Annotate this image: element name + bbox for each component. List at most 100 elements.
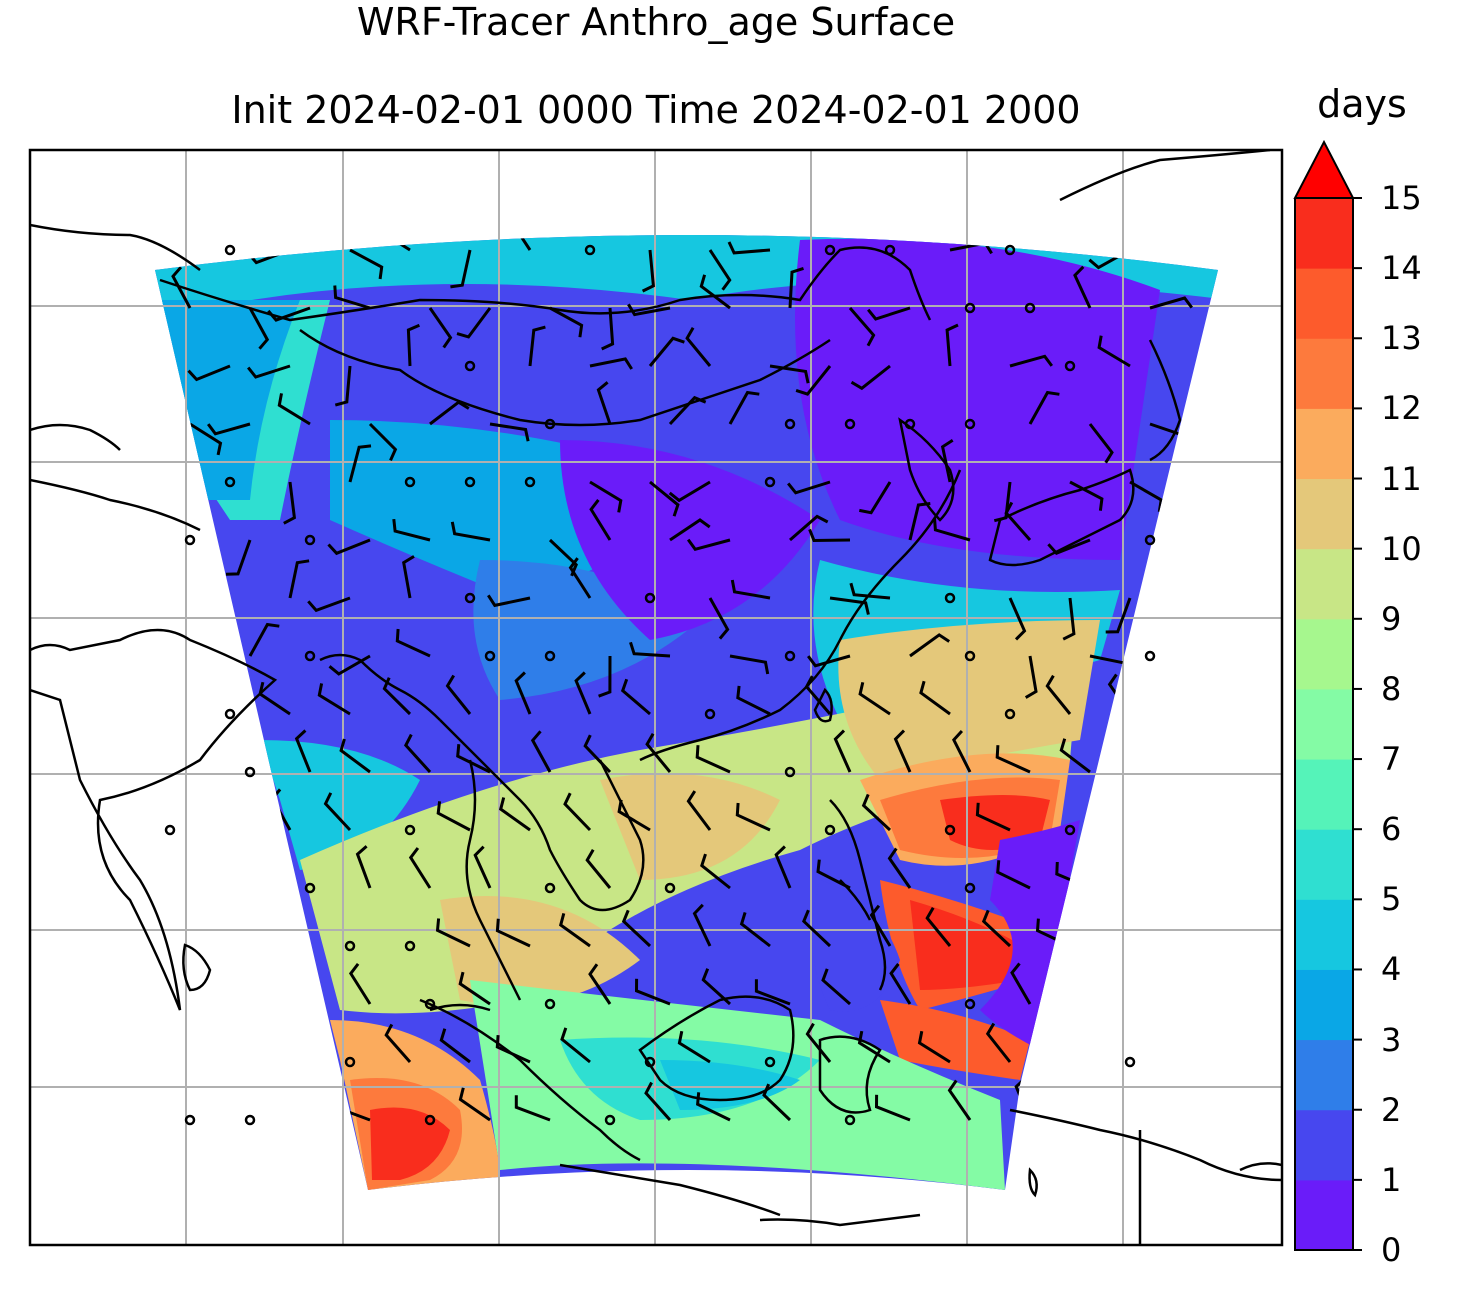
wind-barb xyxy=(307,596,351,613)
colorbar-tick-label: 0 xyxy=(1381,1231,1402,1269)
wind-barb xyxy=(1073,265,1092,309)
wind-barb xyxy=(155,573,171,600)
wind-barb xyxy=(649,480,680,517)
wind-barb xyxy=(1028,390,1060,425)
wind-barb xyxy=(275,976,311,1006)
wind-barb xyxy=(408,847,432,889)
wind-barb xyxy=(258,681,291,716)
calm-marker xyxy=(404,476,416,488)
wind-barb xyxy=(727,241,771,255)
wind-barb xyxy=(857,1030,891,1064)
wind-barb xyxy=(700,853,731,890)
calm-marker xyxy=(304,650,316,662)
wind-barb xyxy=(887,847,912,889)
wind-barb xyxy=(858,681,891,716)
wind-barb xyxy=(736,685,771,716)
wind-barb xyxy=(598,655,612,698)
wind-barb xyxy=(439,1028,471,1064)
wind-barb xyxy=(701,968,732,1006)
wind-barb xyxy=(1062,597,1076,641)
colorbar-tick-label: 4 xyxy=(1381,950,1402,989)
wind-barb xyxy=(1047,538,1091,555)
colorbar-tick-label: 1 xyxy=(1381,1160,1402,1199)
colorbar-segment xyxy=(1295,1109,1353,1181)
calm-marker xyxy=(884,244,896,256)
colorbar-segment xyxy=(1295,1179,1353,1251)
calm-marker xyxy=(184,1114,196,1126)
wind-barb xyxy=(450,249,472,289)
wind-barb xyxy=(269,1020,292,1063)
wind-barb xyxy=(686,790,712,831)
calm-marker xyxy=(544,998,556,1010)
calm-marker xyxy=(1124,1056,1136,1068)
wind-barb xyxy=(317,683,351,716)
wind-barb xyxy=(867,306,911,321)
calm-marker xyxy=(344,940,356,952)
calm-marker xyxy=(964,650,976,662)
wind-barb xyxy=(802,909,832,948)
wind-barb xyxy=(708,249,732,291)
calm-marker xyxy=(464,476,476,488)
wind-barb xyxy=(739,911,771,948)
colorbar xyxy=(1293,139,1362,1251)
calm-marker xyxy=(544,650,556,662)
wind-barb xyxy=(473,845,492,889)
wind-barb xyxy=(808,528,851,543)
wind-barb xyxy=(288,559,310,599)
wind-barb xyxy=(560,1027,591,1064)
colorbar-label: days xyxy=(1317,82,1407,126)
wind-barb xyxy=(377,235,411,252)
calm-marker xyxy=(524,476,536,488)
wind-barb xyxy=(685,327,712,367)
wind-barb xyxy=(754,979,791,1006)
colorbar-extend-arrow xyxy=(1293,139,1355,199)
gridlines xyxy=(30,150,1282,1245)
wind-barb xyxy=(1024,655,1038,699)
wind-barb xyxy=(217,973,251,1006)
wind-barb xyxy=(216,858,251,890)
wind-barb xyxy=(339,738,371,774)
calm-marker xyxy=(644,592,656,604)
wind-barb xyxy=(627,303,671,317)
calm-marker xyxy=(224,244,236,256)
wind-barb xyxy=(668,480,711,503)
wind-barb xyxy=(255,919,291,948)
colorbar-tick-label: 11 xyxy=(1381,459,1422,498)
wind-barb xyxy=(1051,1020,1072,1063)
wind-barb xyxy=(355,845,372,889)
wind-barb xyxy=(187,364,231,382)
calm-marker xyxy=(464,592,476,604)
wind-barb xyxy=(1097,335,1131,368)
wind-barb xyxy=(787,480,831,495)
wind-barb xyxy=(588,963,612,1005)
wind-barb xyxy=(458,971,491,1006)
wind-barb xyxy=(195,919,231,948)
wind-barb xyxy=(489,422,530,442)
wind-barb xyxy=(1122,851,1152,890)
wind-barb xyxy=(450,521,491,542)
wind-barb xyxy=(919,680,951,716)
wind-barb xyxy=(225,539,252,576)
calm-marker xyxy=(544,882,556,894)
wind-barb xyxy=(788,266,804,309)
wind-barb xyxy=(641,249,655,293)
wind-barb xyxy=(917,1030,951,1064)
wind-barb xyxy=(558,913,591,948)
wind-barb xyxy=(155,364,171,382)
wind-barb xyxy=(368,422,398,462)
wind-barb xyxy=(859,481,892,515)
calm-marker xyxy=(844,1114,856,1126)
wind-barb xyxy=(458,1087,491,1122)
colorbar-tick-label: 15 xyxy=(1381,179,1422,217)
wind-barb xyxy=(1101,794,1131,832)
calm-wind-markers xyxy=(164,244,1156,1126)
calm-marker xyxy=(844,418,856,430)
wind-barb xyxy=(774,845,792,889)
axes-frame xyxy=(28,148,1284,1247)
wind-barb xyxy=(617,799,651,832)
calm-marker xyxy=(764,476,776,488)
wind-barb xyxy=(589,357,633,370)
wind-barb xyxy=(384,1023,412,1063)
colorbar-tick-label: 12 xyxy=(1381,389,1422,428)
wind-barb xyxy=(1057,973,1091,1006)
